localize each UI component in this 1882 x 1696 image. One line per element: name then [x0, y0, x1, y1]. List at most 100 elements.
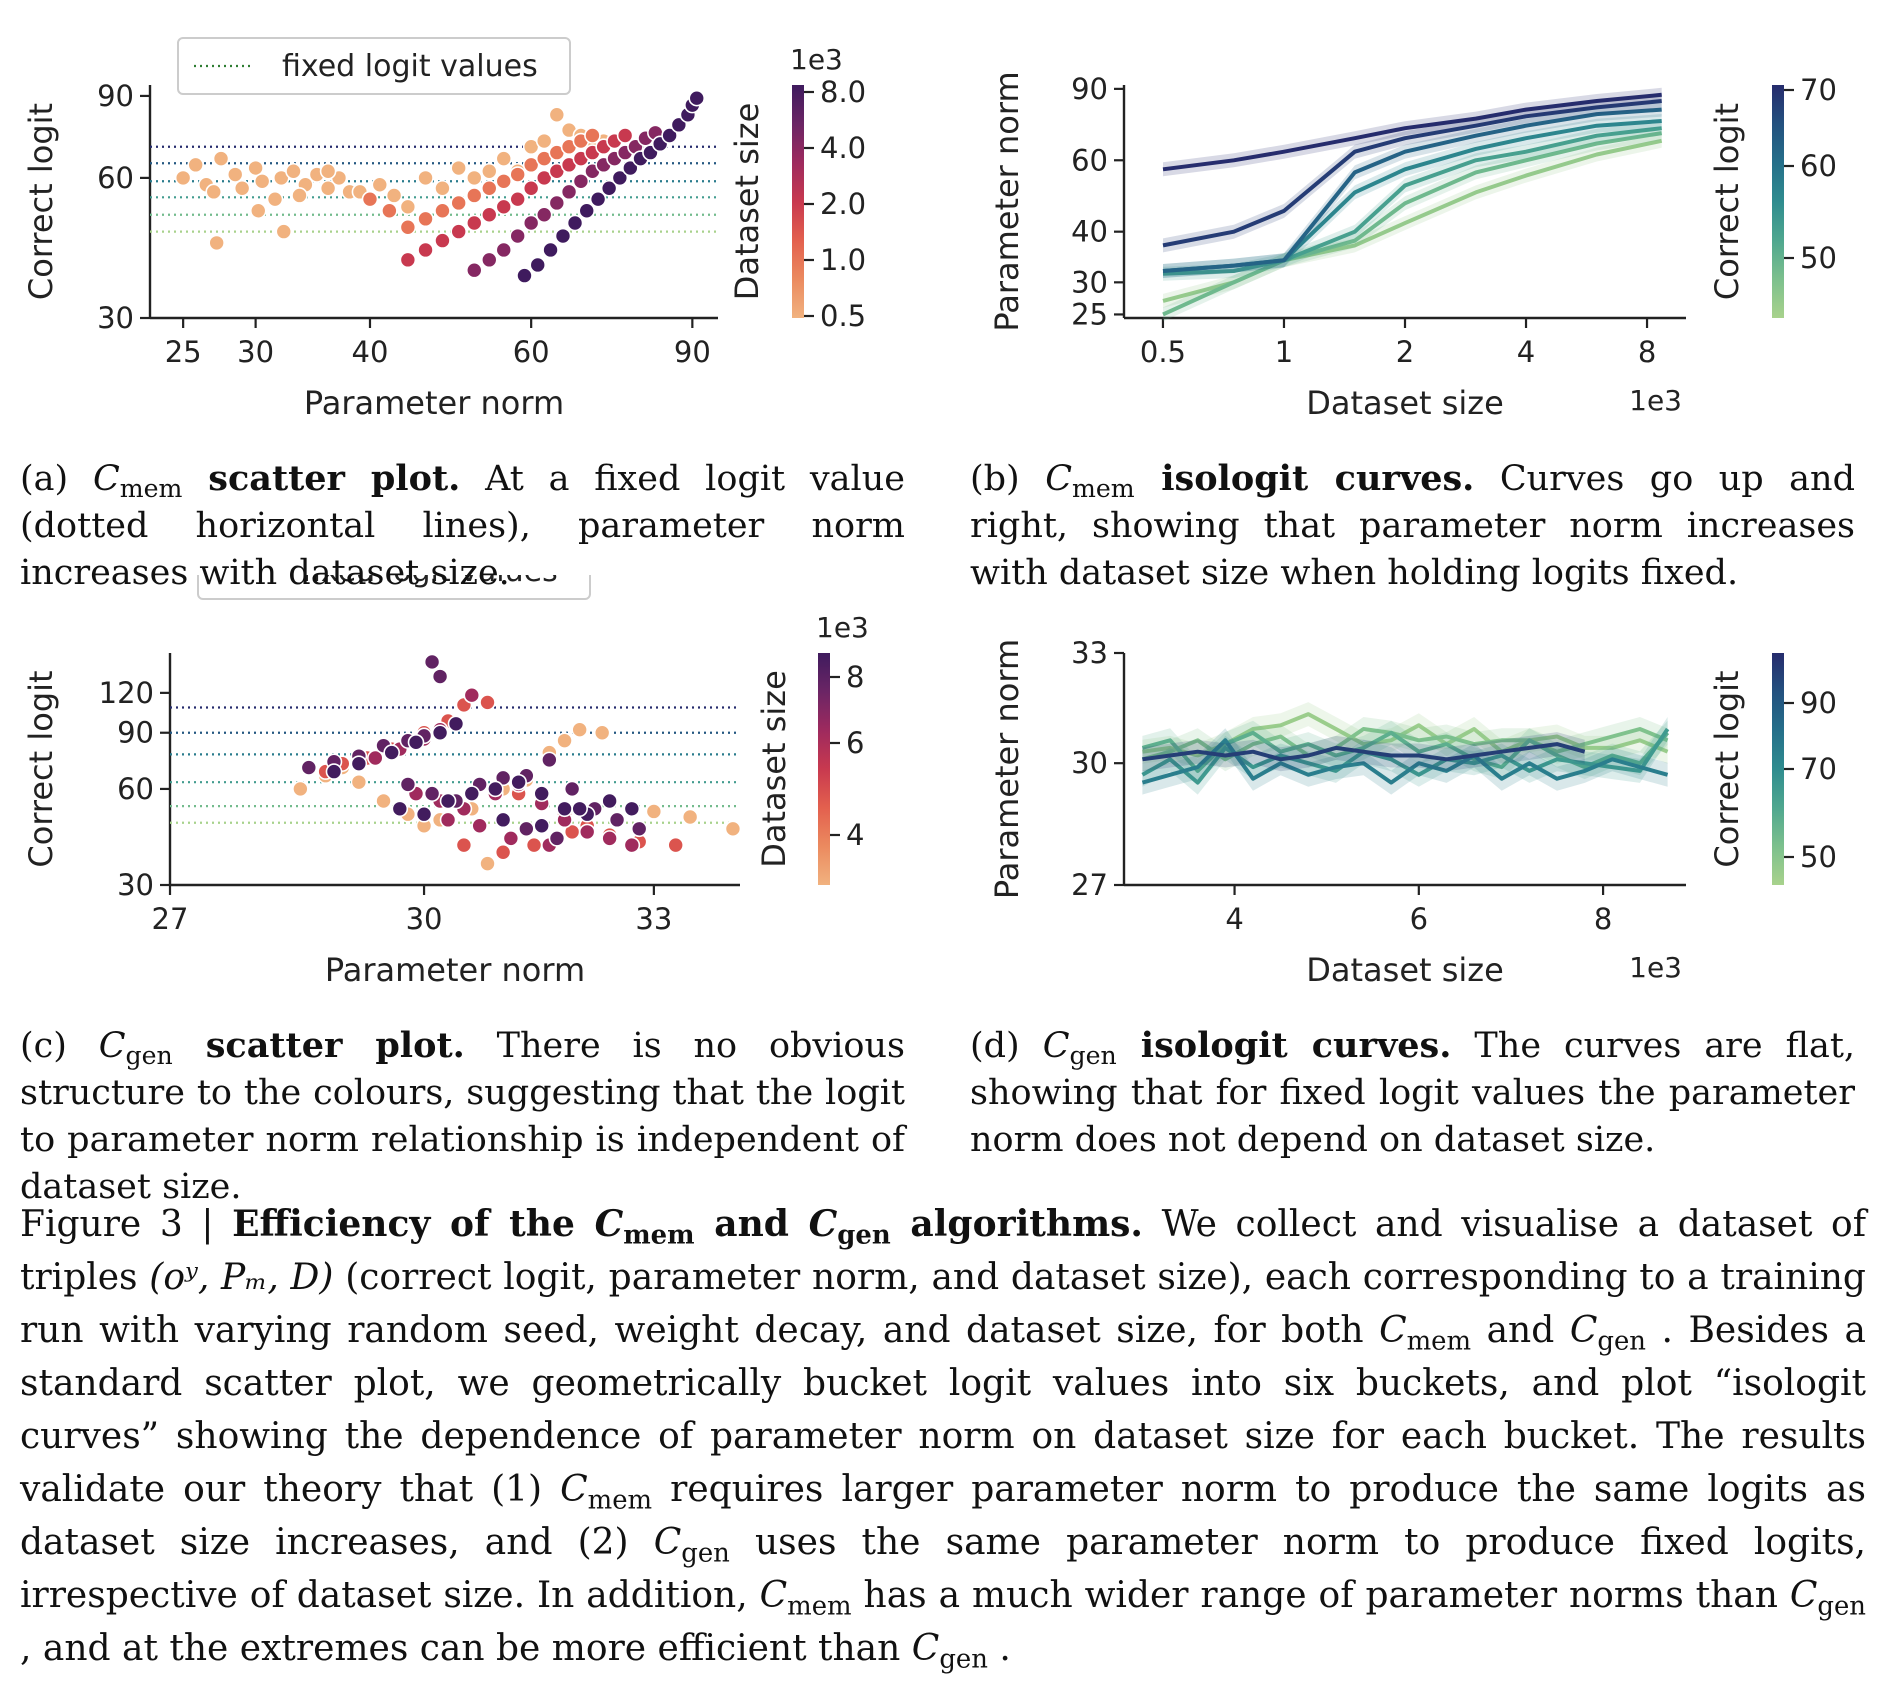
series-line — [1142, 742, 1586, 762]
points — [292, 653, 742, 872]
scatter-point — [529, 256, 547, 274]
scatter-point — [439, 792, 457, 810]
scatter-point — [494, 811, 512, 829]
colorbar: 70 60 50 Correct logit — [1708, 73, 1837, 318]
scatter-point — [463, 785, 481, 802]
scatter-point — [584, 127, 601, 144]
series-line — [1162, 126, 1662, 276]
colorbar-scale-label: 1e3 — [816, 611, 869, 644]
scatter-point — [630, 820, 648, 838]
scatter-point — [391, 800, 409, 818]
scatter-point — [361, 190, 379, 208]
panel-d-isologit: 4 6 8 27 30 33 Dataset size Parameter norm 1e3 90… — [988, 636, 1837, 989]
scatter-point — [300, 759, 318, 776]
scatter-point — [578, 823, 596, 841]
legend-box — [197, 575, 591, 600]
series — [1141, 702, 1670, 795]
scatter-point — [275, 223, 293, 240]
scatter-point — [533, 785, 551, 802]
colorbar-tick-label: 60 — [1800, 149, 1837, 183]
scatter-point — [417, 169, 434, 187]
scatter-point — [566, 214, 584, 232]
scatter-point — [205, 183, 223, 201]
scatter-point — [233, 179, 251, 197]
scatter-point — [417, 241, 434, 259]
scatter-point — [439, 811, 457, 829]
colorbar-tick-label: 50 — [1800, 241, 1837, 275]
scatter-point — [375, 792, 392, 810]
scatter-point — [495, 172, 513, 190]
scatter-point — [465, 169, 483, 187]
scatter-point — [535, 206, 553, 224]
scatter-point — [688, 89, 706, 107]
caption-a: (a) Cmem scatter plot. At a fixed logit … — [20, 458, 905, 593]
scatter-point — [522, 179, 540, 197]
scatter-point — [212, 150, 230, 167]
scatter-point — [479, 855, 496, 872]
series-band — [1142, 728, 1668, 795]
scatter-point — [516, 267, 533, 284]
scatter-point — [450, 223, 467, 240]
scatter-point — [509, 166, 526, 183]
colorbar: 8.0 4.0 2.0 1.0 0.5 Dataset size 1e3 — [728, 43, 866, 333]
colorbar-tick-label: 4 — [846, 818, 864, 852]
scatter-point — [480, 162, 498, 180]
x-tick-label: 60 — [513, 335, 550, 369]
scatter-point — [563, 780, 581, 798]
x-tick-label: 90 — [674, 335, 711, 369]
scatter-point — [495, 198, 513, 216]
y-tick-label: 25 — [1071, 297, 1108, 331]
scatter-point — [560, 183, 578, 201]
scatter-point — [450, 159, 467, 177]
x-tick-label: 27 — [152, 902, 189, 936]
scatter-point — [548, 194, 566, 212]
scatter-point — [253, 172, 271, 190]
scatter-point — [249, 202, 267, 220]
colorbar-bar — [1772, 653, 1784, 885]
y-tick-label: 60 — [117, 772, 154, 806]
scatter-point — [399, 198, 417, 216]
y-tick-label: 33 — [1071, 636, 1108, 670]
scatter-point — [509, 190, 526, 208]
scatter-point — [681, 808, 699, 826]
scatter-point — [399, 776, 417, 793]
caption-d: (d) Cgen isologit curves. The curves are… — [970, 1025, 1856, 1160]
scatter-point — [554, 227, 572, 245]
scatter-point — [423, 653, 441, 671]
colorbar-tick-label: 50 — [1800, 840, 1837, 874]
scatter-point — [548, 830, 566, 847]
scatter-point — [480, 251, 498, 269]
scatter-point — [661, 127, 678, 144]
scatter-point — [542, 241, 559, 259]
scatter-point — [423, 785, 441, 802]
x-tick-label: 0.5 — [1140, 335, 1186, 369]
scatter-point — [611, 169, 629, 187]
scatter-point — [510, 773, 527, 791]
y-tick-label: 30 — [97, 301, 134, 335]
x-axis-label: Parameter norm — [325, 951, 585, 989]
colorbar-tick-label: 70 — [1800, 752, 1837, 786]
y-axis-label: Correct logit — [22, 670, 60, 867]
y-axis-label: Correct logit — [22, 103, 60, 300]
legend: fixed logit values — [197, 575, 591, 600]
x-tick-label: 33 — [635, 902, 672, 936]
scatter-point — [494, 769, 512, 787]
scatter-point — [381, 202, 398, 220]
scatter-point — [495, 241, 513, 259]
x-tick-label: 8 — [1594, 902, 1612, 936]
y-tick-label: 30 — [1071, 265, 1108, 299]
scatter-point — [578, 202, 596, 220]
scatter-point — [319, 162, 337, 180]
colorbar-tick-label: 70 — [1800, 73, 1837, 107]
colorbar-tick-label: 8.0 — [820, 75, 866, 109]
scatter-point — [371, 176, 389, 194]
colorbar-label: Correct logit — [1708, 103, 1746, 300]
axes: 25 30 40 60 90 30 60 90 Parameter norm Correct lo… — [22, 79, 718, 422]
series-line — [1162, 107, 1662, 273]
scatter-point — [431, 724, 449, 742]
scatter-point — [399, 218, 417, 236]
x-tick-label: 1 — [1275, 335, 1293, 369]
y-axis-label: Parameter norm — [988, 71, 1026, 331]
series-band — [1142, 720, 1668, 783]
